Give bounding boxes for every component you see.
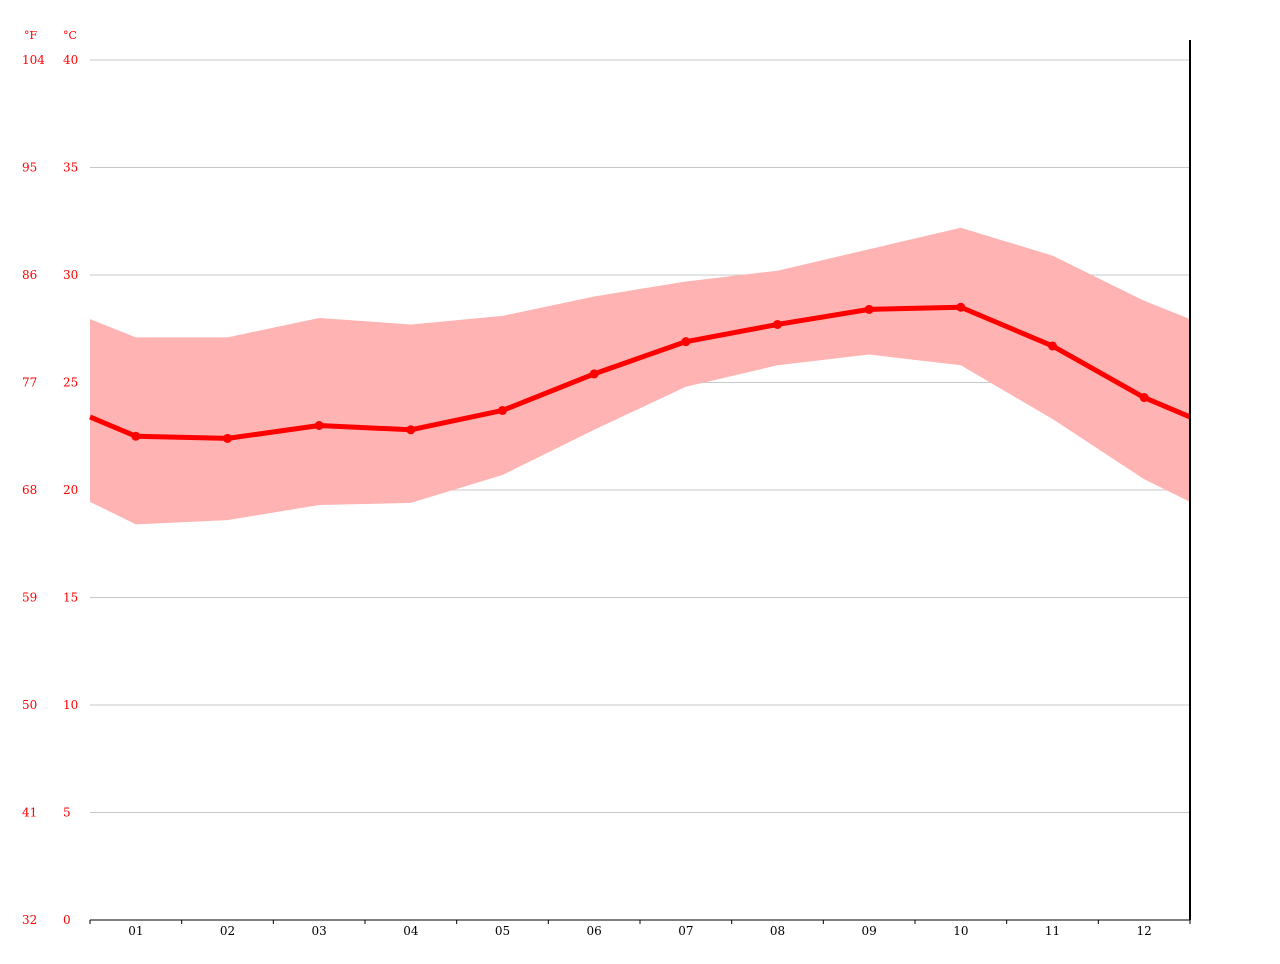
y-tick-label-fahrenheit: 59	[22, 591, 37, 605]
y-tick-label-fahrenheit: 104	[22, 53, 45, 67]
temperature-range-band	[90, 227, 1190, 525]
y-tick-label-fahrenheit: 86	[22, 268, 37, 282]
x-tick-label: 03	[312, 924, 327, 938]
y-tick-label-fahrenheit: 50	[22, 698, 37, 712]
data-point	[314, 421, 324, 430]
x-tick-label: 08	[770, 924, 785, 938]
y-tick-label-celsius: 35	[63, 161, 78, 175]
data-point	[406, 425, 416, 435]
x-tick-label: 06	[587, 924, 602, 938]
y-tick-label-celsius: 0	[63, 913, 71, 927]
y-tick-label-fahrenheit: 68	[22, 483, 37, 497]
y-tick-label-celsius: 20	[63, 483, 78, 497]
data-point	[773, 319, 782, 329]
y-tick-label-celsius: 10	[63, 698, 78, 712]
x-tick-label: 11	[1045, 924, 1060, 938]
x-tick-label: 01	[128, 924, 143, 938]
data-point	[1139, 393, 1149, 403]
average-temperature-line	[89, 304, 1191, 441]
data-point	[223, 433, 232, 443]
y-tick-label-celsius: 5	[63, 806, 71, 820]
axis-layer	[89, 40, 1191, 924]
x-tick-label: 09	[862, 924, 877, 938]
band-layer	[90, 227, 1190, 525]
x-tick-label: 05	[495, 924, 510, 938]
x-tick-label: 10	[953, 924, 968, 938]
y-tick-label-fahrenheit: 77	[22, 376, 37, 390]
data-point	[589, 369, 599, 379]
y-tick-label-celsius: 40	[63, 53, 78, 67]
y-tick-label-fahrenheit: 32	[22, 913, 37, 927]
data-point	[131, 431, 141, 441]
data-point	[864, 304, 874, 314]
data-point	[498, 405, 507, 415]
x-tick-label: 02	[220, 924, 235, 938]
celsius-unit-label: °C	[63, 29, 77, 42]
x-tick-label: 12	[1137, 924, 1152, 938]
y-tick-label-fahrenheit: 41	[22, 806, 37, 820]
x-tick-label: 04	[403, 924, 419, 938]
y-tick-label-celsius: 15	[63, 591, 78, 605]
fahrenheit-unit-label: °F	[24, 29, 38, 42]
data-point	[1048, 341, 1057, 351]
y-tick-label-celsius: 30	[63, 268, 78, 282]
data-point	[681, 337, 691, 347]
y-tick-label-fahrenheit: 95	[22, 161, 37, 175]
data-point	[956, 302, 966, 312]
y-tick-label-celsius: 25	[63, 376, 78, 390]
line-layer	[89, 302, 1191, 443]
x-tick-label: 07	[678, 924, 693, 938]
label-layer: °F °C 0 32 5 41 10 50 15 59 20 68 25 77 30 86 35 95 40 10…	[22, 29, 1152, 938]
